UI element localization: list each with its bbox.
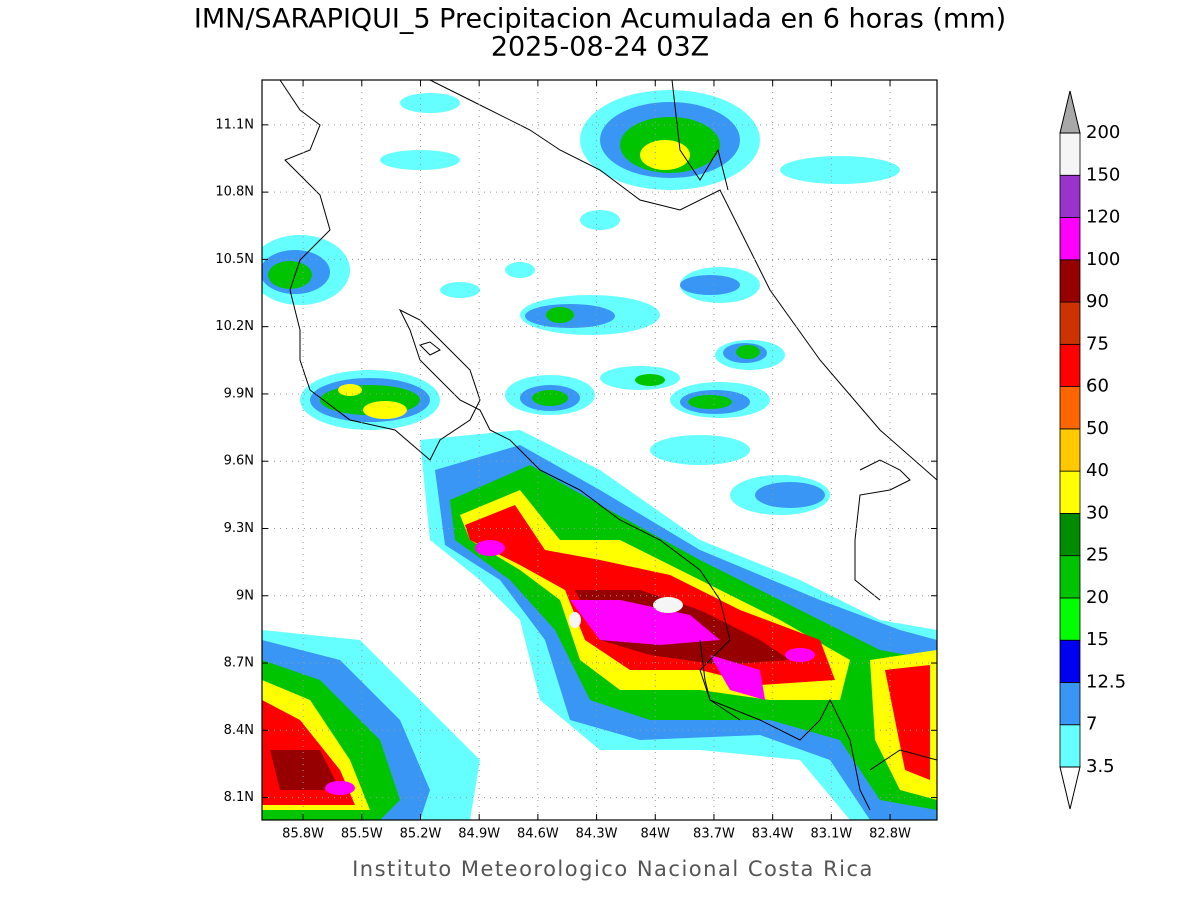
title: IMN/SARAPIQUI_5 Precipitacion Acumulada … (194, 4, 1006, 35)
lon-tick-label: 83.4W (752, 827, 794, 842)
colorbar-label: 150 (1086, 164, 1120, 185)
subtitle: 2025-08-24 03Z (491, 32, 709, 63)
lon-tick-label: 85.2W (400, 827, 442, 842)
lat-tick-label: 10.8N (215, 185, 254, 200)
colorbar-label: 60 (1086, 376, 1109, 397)
lat-tick-label: 9N (236, 588, 254, 603)
colorbar-label: 120 (1086, 207, 1120, 228)
map-frame (261, 79, 938, 821)
colorbar-label: 100 (1086, 249, 1120, 270)
colorbar-label: 3.5 (1086, 756, 1115, 777)
precip-max (325, 540, 815, 795)
colorbar-segment (1059, 386, 1081, 430)
colorbar-segment (1059, 682, 1081, 726)
colorbar-label: 25 (1086, 545, 1109, 566)
colorbar-segment (1059, 301, 1081, 345)
lat-tick-label: 8.7N (224, 656, 254, 671)
lon-tick-label: 82.8W (869, 827, 911, 842)
colorbar-over (1059, 90, 1081, 134)
colorbar-label: 90 (1086, 291, 1109, 312)
colorbar-label: 12.5 (1086, 671, 1126, 692)
colorbar: 3.5 7 12.5 15 20 25 30 40 50 60 75 90 100 120 150 200 (1059, 90, 1126, 810)
colorbar-label: 75 (1086, 333, 1109, 354)
lon-tick-label: 84.3W (576, 827, 618, 842)
lat-tick-label: 9.3N (224, 521, 254, 536)
colorbar-under (1059, 766, 1081, 810)
colorbar-segment (1059, 217, 1081, 261)
lon-tick-label: 84W (641, 827, 671, 842)
colorbar-segment (1059, 259, 1081, 303)
colorbar-label: 50 (1086, 418, 1109, 439)
colorbar-segment (1059, 597, 1081, 641)
lon-tick-label: 84.6W (517, 827, 559, 842)
colorbar-segment (1059, 555, 1081, 599)
colorbar-segment (1059, 174, 1081, 218)
lat-tick-label: 8.4N (224, 723, 254, 738)
lat-tick-label: 8.1N (224, 790, 254, 805)
lat-tick-label: 9.9N (224, 386, 254, 401)
lat-tick-label: 10.5N (215, 252, 254, 267)
lon-tick-label: 83.1W (810, 827, 852, 842)
lon-tick-label: 83.7W (693, 827, 735, 842)
colorbar-segment (1059, 343, 1081, 388)
lon-tick-label: 85.5W (341, 827, 383, 842)
colorbar-label: 30 (1086, 502, 1109, 523)
lon-tick-label: 84.9W (458, 827, 500, 842)
colorbar-label: 15 (1086, 629, 1109, 650)
colorbar-segment (1059, 639, 1081, 683)
footer: Instituto Meteorologico Nacional Costa R… (352, 857, 874, 881)
colorbar-label: 20 (1086, 587, 1109, 608)
colorbar-segment (1059, 513, 1081, 557)
precip-peak (569, 597, 683, 628)
lon-tick-label: 85.8W (282, 827, 324, 842)
lat-tick-label: 10.2N (215, 319, 254, 334)
axes: 8.1N 8.4N 8.7N 9N 9.3N 9.6N 9.9N 10.2N 10.5N 10.8… (215, 80, 937, 842)
lat-tick-label: 9.6N (224, 454, 254, 469)
colorbar-segment (1059, 132, 1081, 176)
lat-tick-label: 11.1N (215, 117, 254, 132)
colorbar-label: 40 (1086, 460, 1109, 481)
colorbar-segment (1059, 724, 1081, 768)
colorbar-segment (1059, 428, 1081, 472)
coastline (279, 80, 937, 811)
colorbar-segment (1059, 470, 1081, 514)
precip-field (262, 80, 937, 820)
colorbar-label: 7 (1086, 714, 1097, 735)
colorbar-label: 200 (1086, 122, 1120, 143)
